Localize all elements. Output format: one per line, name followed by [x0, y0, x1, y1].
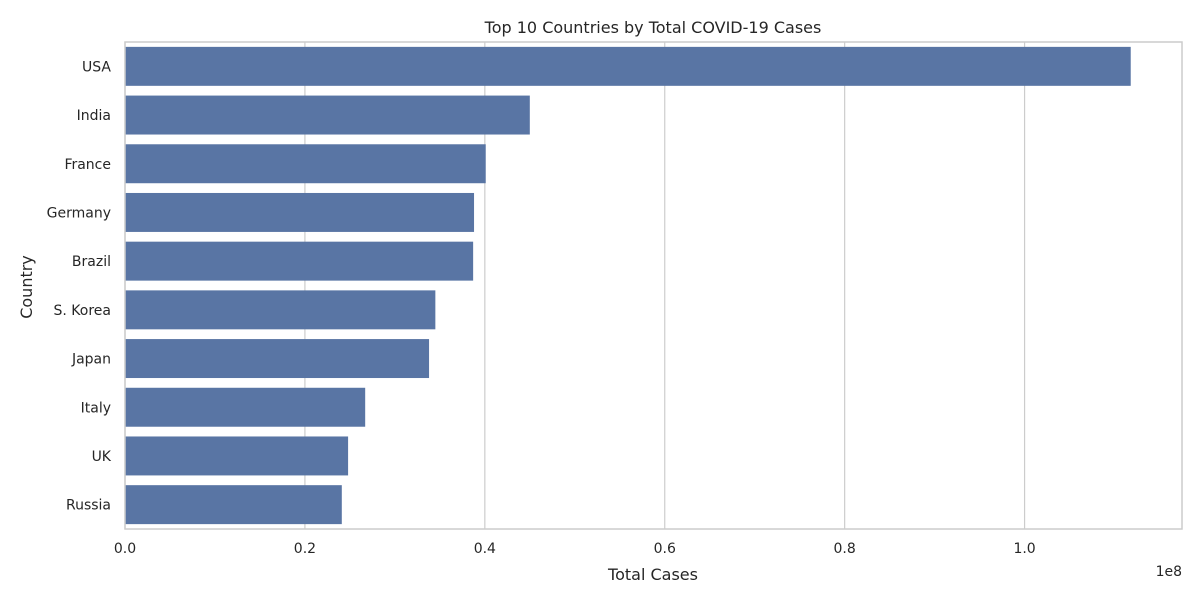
y-tick-label: France	[64, 157, 111, 173]
bars	[125, 46, 1131, 525]
y-tick-label: Italy	[81, 400, 111, 416]
bar-usa	[125, 46, 1131, 86]
x-axis-label: Total Cases	[607, 565, 698, 584]
bar-japan	[125, 339, 430, 379]
x-tick-labels: 0.0 0.2 0.4 0.6 0.8 1.0	[114, 541, 1036, 557]
bar-russia	[125, 485, 342, 525]
x-tick-label: 0.4	[474, 541, 496, 557]
x-tick-label: 0.8	[834, 541, 856, 557]
y-tick-label: India	[77, 108, 111, 124]
y-tick-label: Germany	[47, 205, 111, 221]
y-axis-label: Country	[17, 255, 36, 319]
bar-uk	[125, 436, 349, 476]
plot-frame	[124, 41, 1183, 530]
chart-title: Top 10 Countries by Total COVID-19 Cases	[484, 18, 822, 37]
y-tick-label: UK	[92, 449, 112, 465]
bar-india	[125, 95, 530, 135]
axes-frame	[124, 41, 1183, 530]
x-tick-label: 1.0	[1013, 541, 1035, 557]
y-tick-label: Brazil	[72, 254, 111, 270]
x-axis-offset-label: 1e8	[1156, 564, 1182, 580]
y-tick-label: Japan	[71, 352, 111, 368]
bar-italy	[125, 387, 366, 427]
bar-france	[125, 144, 486, 184]
bar-s-korea	[125, 290, 436, 330]
bar-brazil	[125, 241, 474, 281]
y-tick-label: Russia	[66, 498, 111, 514]
x-tick-label: 0.2	[294, 541, 316, 557]
x-tick-label: 0.0	[114, 541, 136, 557]
x-tick-label: 0.6	[654, 541, 676, 557]
y-tick-labels: USA India France Germany Brazil S. Korea Japan…	[47, 59, 112, 513]
y-tick-label: USA	[82, 59, 111, 75]
bar-germany	[125, 192, 475, 232]
y-tick-label: S. Korea	[54, 303, 111, 319]
